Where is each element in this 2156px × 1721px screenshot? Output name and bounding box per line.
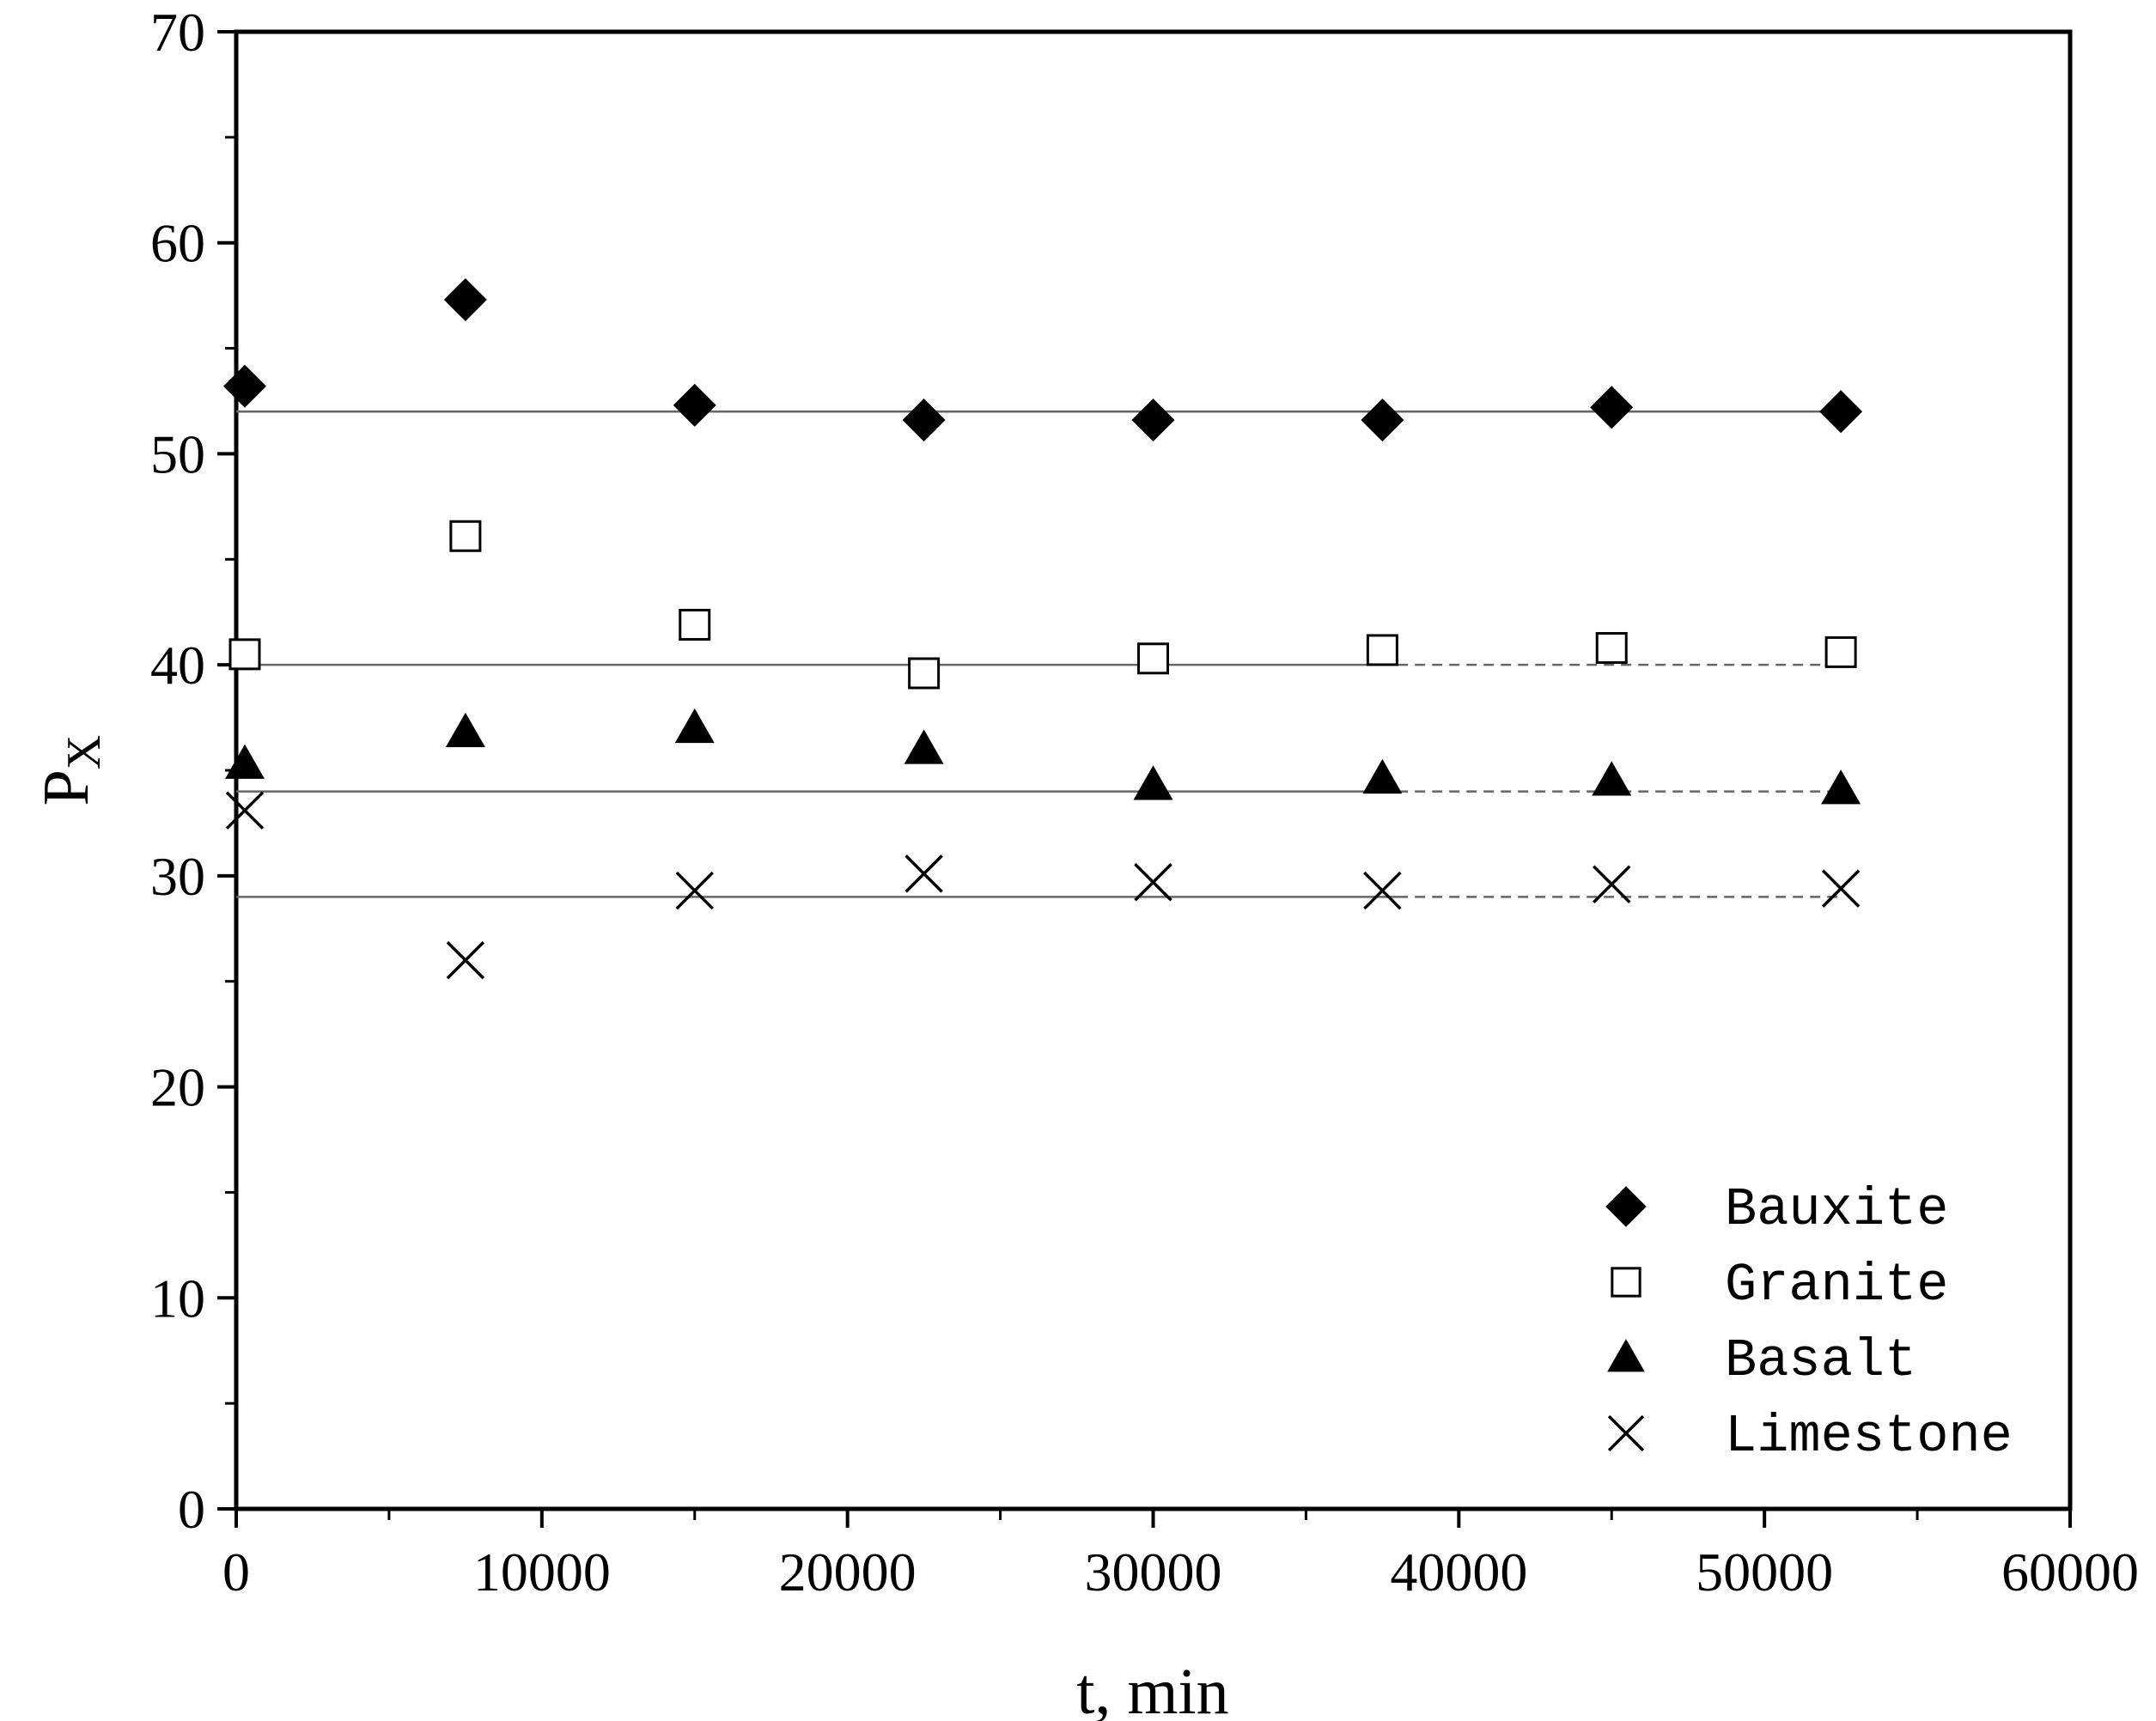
bauxite-point — [673, 383, 716, 427]
bauxite-point — [902, 398, 946, 442]
limestone-point — [1821, 869, 1861, 908]
y-tick-label: 20 — [150, 1057, 205, 1118]
basalt-point — [1133, 765, 1173, 800]
bauxite-legend-label: Bauxite — [1725, 1179, 1948, 1240]
limestone-legend-marker — [1607, 1414, 1645, 1452]
granite-point — [679, 608, 711, 641]
limestone-point — [225, 791, 265, 830]
bauxite-point — [1590, 386, 1634, 429]
granite-legend-marker — [1611, 1267, 1641, 1298]
x-tick-label: 20000 — [779, 1542, 917, 1602]
limestone-point — [446, 940, 485, 980]
data-points — [223, 278, 1863, 980]
granite-point — [1824, 635, 1857, 668]
limestone-point — [1593, 865, 1631, 903]
x-axis-title: t, min — [1076, 1656, 1228, 1721]
granite-point — [1595, 631, 1628, 664]
bauxite-point — [443, 278, 487, 322]
y-axis-title-main: P — [30, 769, 102, 806]
basalt-point — [445, 712, 485, 748]
x-tick-label: 60000 — [2001, 1542, 2139, 1602]
y-axis: 0 10 20 30 40 50 60 70 — [150, 2, 236, 1540]
y-tick-label: 60 — [150, 213, 205, 274]
bauxite-point — [1819, 390, 1863, 434]
bauxite-point — [1361, 398, 1404, 442]
bauxite-point — [1131, 398, 1175, 442]
y-tick-label: 10 — [150, 1268, 205, 1329]
x-tick-label: 30000 — [1085, 1542, 1222, 1602]
x-tick-label: 50000 — [1696, 1542, 1833, 1602]
limestone-point — [675, 871, 714, 910]
basalt-point — [904, 729, 944, 764]
x-axis: 0 10000 20000 30000 40000 50000 60000 — [222, 1509, 2139, 1602]
granite-point — [228, 638, 261, 671]
bauxite-legend-marker — [1605, 1186, 1647, 1227]
granite-point — [908, 657, 941, 690]
basalt-point — [1821, 769, 1861, 805]
y-tick-label: 30 — [150, 846, 205, 907]
reference-lines — [236, 410, 1842, 898]
y-tick-label: 0 — [178, 1479, 205, 1540]
granite-point — [1137, 642, 1169, 675]
bauxite-point — [223, 364, 266, 408]
y-tick-label: 70 — [150, 2, 205, 63]
basalt-point — [674, 708, 715, 744]
x-tick-label: 40000 — [1390, 1542, 1527, 1602]
basalt-point — [225, 744, 265, 779]
y-tick-label: 50 — [150, 423, 205, 484]
limestone-point — [904, 854, 943, 893]
legend: Bauxite Granite Basalt Limestone — [1605, 1179, 2013, 1467]
x-tick-label: 10000 — [473, 1542, 611, 1602]
basalt-legend-marker — [1607, 1339, 1645, 1372]
y-axis-title: PX — [30, 735, 111, 806]
y-tick-label: 40 — [150, 635, 205, 696]
limestone-legend-label: Limestone — [1725, 1406, 2013, 1467]
basalt-legend-label: Basalt — [1725, 1330, 1916, 1391]
y-axis-title-subscript: X — [58, 735, 111, 769]
limestone-point — [1363, 871, 1402, 910]
basalt-point — [1592, 761, 1632, 796]
granite-point — [449, 520, 482, 552]
x-tick-label: 0 — [222, 1542, 250, 1602]
limestone-point — [1134, 862, 1172, 902]
basalt-point — [1362, 758, 1403, 794]
granite-point — [1366, 634, 1398, 666]
granite-legend-label: Granite — [1725, 1255, 1948, 1316]
